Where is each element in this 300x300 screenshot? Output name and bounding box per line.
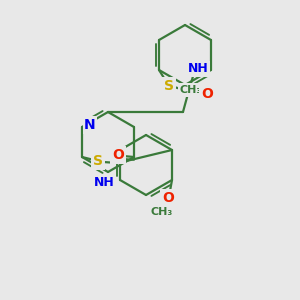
Text: CH₃: CH₃ bbox=[151, 207, 173, 217]
Text: CH₃: CH₃ bbox=[180, 85, 202, 95]
Text: O: O bbox=[201, 87, 213, 101]
Text: S: S bbox=[93, 154, 103, 168]
Text: NH: NH bbox=[188, 62, 208, 76]
Text: S: S bbox=[164, 79, 174, 93]
Text: O: O bbox=[162, 191, 174, 205]
Text: N: N bbox=[84, 118, 96, 132]
Text: O: O bbox=[112, 148, 124, 162]
Text: NH: NH bbox=[94, 176, 114, 188]
